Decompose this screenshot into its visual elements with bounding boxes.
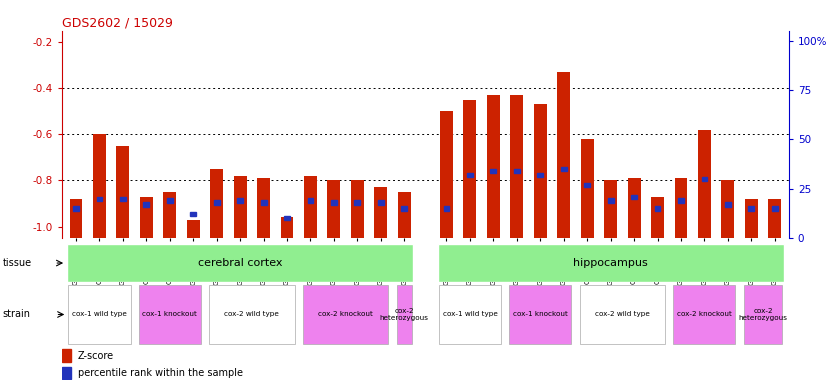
Bar	[725, 202, 731, 207]
Text: cox-2
heterozygous: cox-2 heterozygous	[738, 308, 787, 321]
Text: cox-1 wild type: cox-1 wild type	[72, 311, 127, 318]
Bar	[211, 169, 223, 238]
Bar	[62, 367, 71, 379]
Bar	[354, 200, 360, 205]
Bar	[374, 187, 387, 238]
Bar	[261, 200, 267, 205]
Text: cox-1 knockout: cox-1 knockout	[142, 311, 197, 318]
Bar	[69, 199, 83, 238]
Bar	[139, 285, 201, 344]
Text: cox-2 knockout: cox-2 knockout	[318, 311, 373, 318]
Text: strain: strain	[2, 310, 31, 319]
Bar	[631, 195, 637, 199]
Bar	[584, 183, 590, 187]
Bar	[67, 244, 413, 282]
Bar	[745, 199, 757, 238]
Bar	[510, 95, 524, 238]
Bar	[580, 285, 665, 344]
Bar	[701, 177, 707, 181]
Bar	[655, 206, 661, 210]
Bar	[284, 216, 290, 220]
Bar	[771, 206, 777, 210]
Bar	[698, 130, 711, 238]
Bar	[307, 199, 313, 203]
Bar	[116, 146, 130, 238]
Bar	[187, 220, 200, 238]
Bar	[327, 180, 340, 238]
Bar	[743, 285, 782, 344]
Text: cox-1 wild type: cox-1 wild type	[443, 311, 497, 318]
Text: cox-2 wild type: cox-2 wild type	[595, 311, 650, 318]
Bar	[167, 199, 173, 203]
Bar	[444, 206, 449, 210]
Bar	[748, 206, 754, 210]
Bar	[467, 173, 472, 177]
Bar	[491, 169, 496, 173]
Bar	[140, 197, 153, 238]
Bar	[558, 72, 570, 238]
Text: cerebral cortex: cerebral cortex	[198, 258, 282, 268]
Bar	[514, 169, 520, 173]
Bar	[768, 199, 781, 238]
Bar	[628, 178, 640, 238]
Bar	[678, 199, 684, 203]
Bar	[190, 212, 196, 217]
Bar	[581, 139, 594, 238]
Bar	[62, 349, 71, 362]
Bar	[214, 200, 220, 205]
Bar	[351, 180, 363, 238]
Text: GDS2602 / 15029: GDS2602 / 15029	[62, 17, 173, 30]
Bar	[303, 285, 388, 344]
Bar	[120, 197, 126, 201]
Text: cox-2
heterozygous: cox-2 heterozygous	[380, 308, 429, 321]
Bar	[651, 197, 664, 238]
Bar	[331, 200, 337, 205]
Bar	[440, 111, 453, 238]
Bar	[561, 167, 567, 171]
Bar	[675, 178, 687, 238]
Bar	[401, 206, 407, 210]
Bar	[509, 285, 572, 344]
Bar	[608, 199, 614, 203]
Bar	[439, 285, 501, 344]
Bar	[463, 100, 477, 238]
Bar	[534, 104, 547, 238]
Bar	[69, 285, 131, 344]
Bar	[604, 180, 617, 238]
Bar	[721, 180, 734, 238]
Text: cox-1 knockout: cox-1 knockout	[513, 311, 567, 318]
Bar	[538, 173, 544, 177]
Bar	[74, 206, 79, 210]
Bar	[97, 197, 102, 201]
Bar	[438, 244, 784, 282]
Bar	[234, 176, 247, 238]
Bar	[144, 202, 150, 207]
Text: cox-2 wild type: cox-2 wild type	[225, 311, 279, 318]
Text: hippocampus: hippocampus	[573, 258, 648, 268]
Text: tissue: tissue	[2, 258, 31, 268]
Bar	[93, 134, 106, 238]
Bar	[673, 285, 735, 344]
Text: cox-2 knockout: cox-2 knockout	[677, 311, 732, 318]
Bar	[281, 217, 293, 238]
Bar	[378, 200, 384, 205]
Bar	[257, 178, 270, 238]
Bar	[164, 192, 176, 238]
Bar	[398, 192, 411, 238]
Bar	[487, 95, 500, 238]
Text: percentile rank within the sample: percentile rank within the sample	[78, 368, 243, 378]
Bar	[209, 285, 295, 344]
Bar	[304, 176, 317, 238]
Bar	[237, 199, 243, 203]
Text: Z-score: Z-score	[78, 351, 114, 361]
Bar	[396, 285, 412, 344]
